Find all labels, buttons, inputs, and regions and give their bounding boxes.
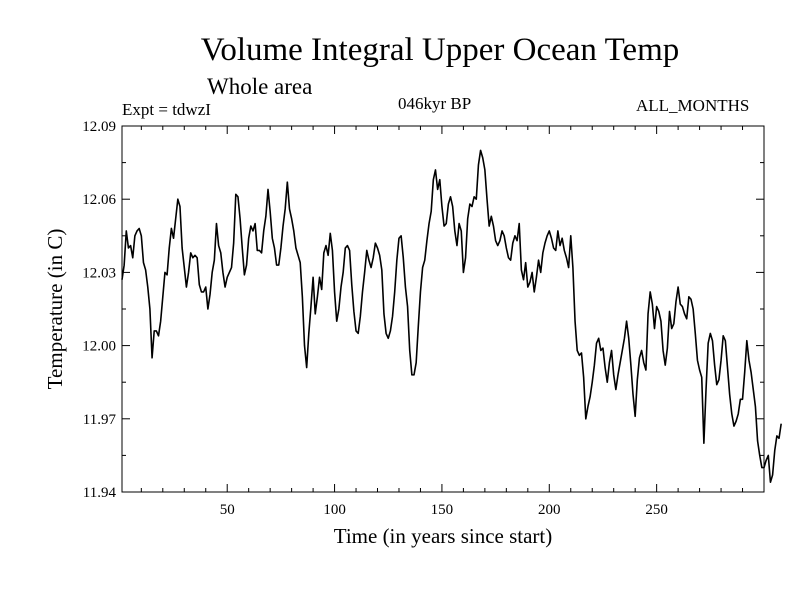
x-tick-label: 150 bbox=[431, 502, 454, 518]
plot-frame bbox=[121, 125, 765, 493]
axis-tick-labels: 50 100 150 200 250 11.94 11.97 12.00 12.03 12.06 1… bbox=[82, 119, 668, 518]
chart-subtitle: Whole area bbox=[207, 74, 313, 99]
y-tick-label: 11.94 bbox=[83, 485, 117, 501]
chart-title: Volume Integral Upper Ocean Temp bbox=[200, 32, 680, 68]
months-label: ALL_MONTHS bbox=[636, 96, 750, 115]
y-tick-label: 12.00 bbox=[82, 339, 116, 355]
y-tick-label: 12.06 bbox=[82, 192, 116, 208]
x-tick-label: 50 bbox=[220, 502, 235, 518]
x-axis-label: Time (in years since start) bbox=[334, 524, 553, 548]
x-tick-label: 200 bbox=[538, 502, 561, 518]
y-tick-label: 12.09 bbox=[82, 119, 116, 135]
axis-ticks bbox=[122, 125, 764, 493]
y-tick-label: 11.97 bbox=[83, 412, 117, 428]
y-tick-label: 12.03 bbox=[82, 265, 116, 281]
y-axis-label: Temperature (in C) bbox=[43, 229, 67, 390]
x-tick-label: 100 bbox=[323, 502, 346, 518]
x-tick-label: 250 bbox=[645, 502, 668, 518]
period-label: 046kyr BP bbox=[398, 94, 472, 113]
series-line bbox=[121, 149, 782, 484]
experiment-label: Expt = tdwzI bbox=[122, 100, 211, 119]
